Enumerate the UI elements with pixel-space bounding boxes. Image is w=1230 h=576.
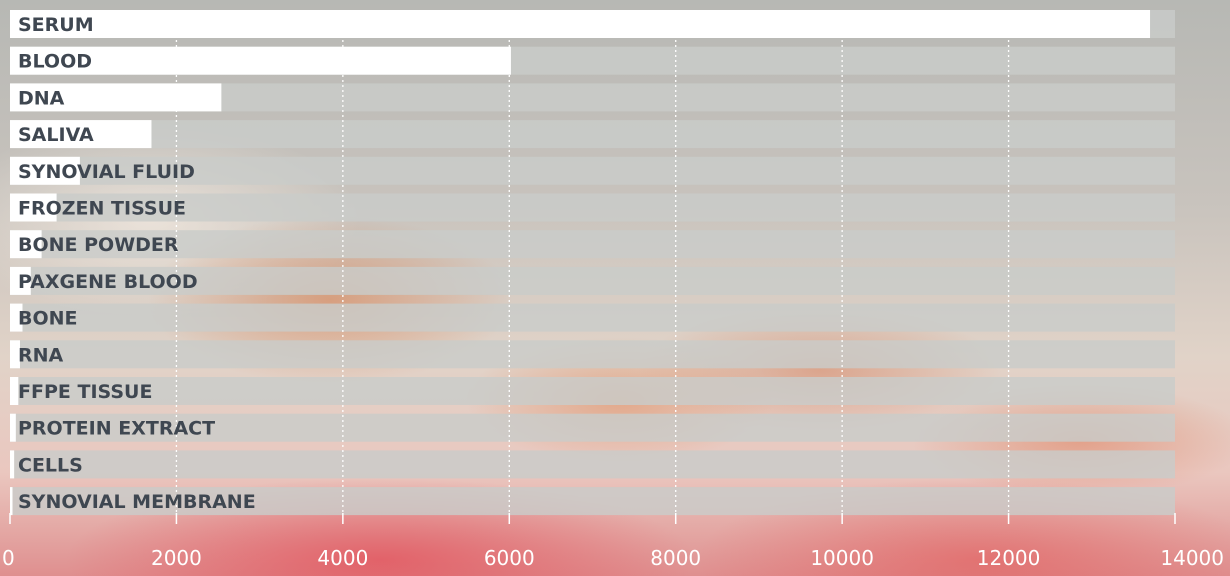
bar (10, 120, 152, 149)
bar (10, 10, 1151, 38)
bar-track (10, 340, 1175, 369)
category-label: RNA (18, 344, 64, 366)
x-tick-label: 8000 (650, 546, 701, 570)
bar (10, 377, 19, 405)
bar (10, 46, 511, 75)
category-labels: SERUM BLOOD DNA SALIVA SYNOVIAL FLUID FROZEN … (18, 14, 256, 513)
category-label: SYNOVIAL MEMBRANE (18, 491, 256, 513)
category-label: SYNOVIAL FLUID (18, 161, 195, 183)
bar (10, 230, 42, 259)
category-label: FROZEN TISSUE (18, 198, 186, 220)
category-label: DNA (18, 87, 65, 109)
x-tick-label: 4000 (317, 546, 368, 570)
bar (10, 413, 16, 442)
bar (10, 303, 23, 332)
x-tick-label: 2000 (151, 546, 202, 570)
x-tick-label: 0 (2, 546, 15, 570)
bar-track (10, 230, 1175, 259)
bar (10, 487, 13, 516)
category-label: PROTEIN EXTRACT (18, 418, 215, 440)
category-label: SERUM (18, 14, 94, 36)
bar-track (10, 193, 1175, 222)
bars (10, 10, 1151, 516)
bar-track (10, 487, 1175, 516)
bar-track (10, 377, 1175, 405)
bar-track (10, 156, 1175, 185)
bar-track (10, 266, 1175, 295)
bar (10, 83, 222, 112)
category-label: BLOOD (18, 51, 92, 73)
bar-track (10, 303, 1175, 332)
x-tick-label: 14000 (1160, 546, 1224, 570)
gridlines (175, 10, 1010, 516)
x-tick-label: 6000 (484, 546, 535, 570)
category-label: FFPE TISSUE (18, 381, 152, 403)
category-label: CELLS (18, 454, 83, 476)
bar (10, 340, 20, 369)
category-label: BONE (18, 308, 78, 330)
bar-track (10, 413, 1175, 442)
x-tick-label: 10000 (810, 546, 874, 570)
bar (10, 450, 15, 479)
x-axis: 0 2000 4000 6000 8000 10000 12000 14000 (2, 513, 1224, 570)
category-label: PAXGENE BLOOD (18, 271, 198, 293)
x-tick-label: 12000 (977, 546, 1041, 570)
bar (10, 266, 31, 295)
category-label: BONE POWDER (18, 234, 179, 256)
category-label: SALIVA (18, 124, 94, 146)
bar-track (10, 450, 1175, 479)
bar-track (10, 120, 1175, 149)
bar (10, 193, 57, 222)
bar (10, 156, 80, 185)
